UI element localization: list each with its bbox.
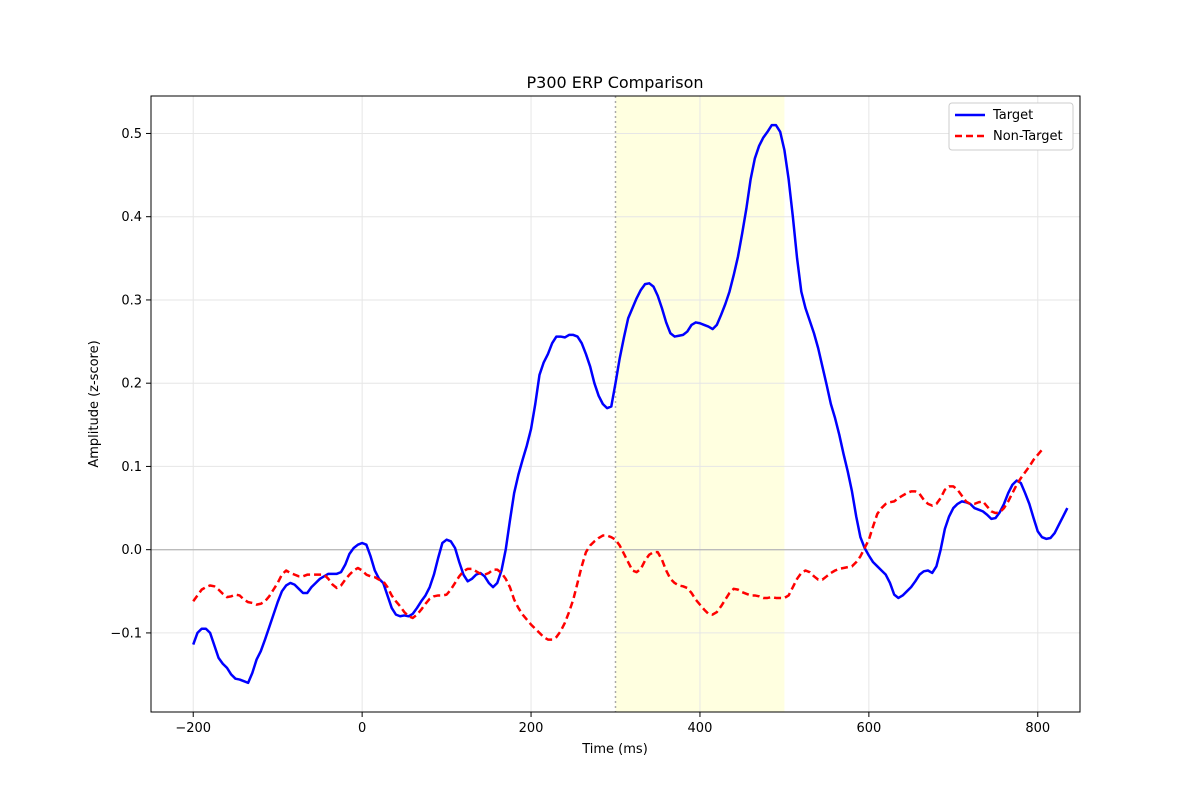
series-line-non-target xyxy=(192,448,1043,641)
y-tick-label: 0.1 xyxy=(121,460,142,475)
y-axis-label: Amplitude (z-score) xyxy=(87,340,102,467)
x-tick-label: 400 xyxy=(688,721,713,736)
x-tick-label: 800 xyxy=(1025,721,1050,736)
y-tick-label: 0.5 xyxy=(121,127,142,142)
y-tick-label: −0.1 xyxy=(110,626,142,641)
legend-label-non-target: Non-Target xyxy=(993,129,1063,144)
y-tick-label: 0.4 xyxy=(121,210,142,225)
y-tick-label: 0.2 xyxy=(121,377,142,392)
x-tick-label: 600 xyxy=(856,721,881,736)
x-axis: −200 0 200 400 600 800 xyxy=(175,712,1050,736)
chart-title: P300 ERP Comparison xyxy=(526,73,703,92)
series-line-target xyxy=(192,123,1069,685)
legend: Target Non-Target xyxy=(948,102,1074,151)
y-tick-label: 0.3 xyxy=(121,293,142,308)
legend-label-target: Target xyxy=(992,108,1033,123)
x-axis-label: Time (ms) xyxy=(581,742,648,757)
plot-area xyxy=(150,95,1081,713)
x-tick-label: 0 xyxy=(358,721,366,736)
x-tick-label: 200 xyxy=(519,721,544,736)
plot-frame xyxy=(150,95,1081,713)
x-tick-label: −200 xyxy=(175,721,211,736)
y-axis: −0.1 0.0 0.1 0.2 0.3 0.4 0.5 xyxy=(110,127,151,641)
y-tick-label: 0.0 xyxy=(121,543,142,558)
